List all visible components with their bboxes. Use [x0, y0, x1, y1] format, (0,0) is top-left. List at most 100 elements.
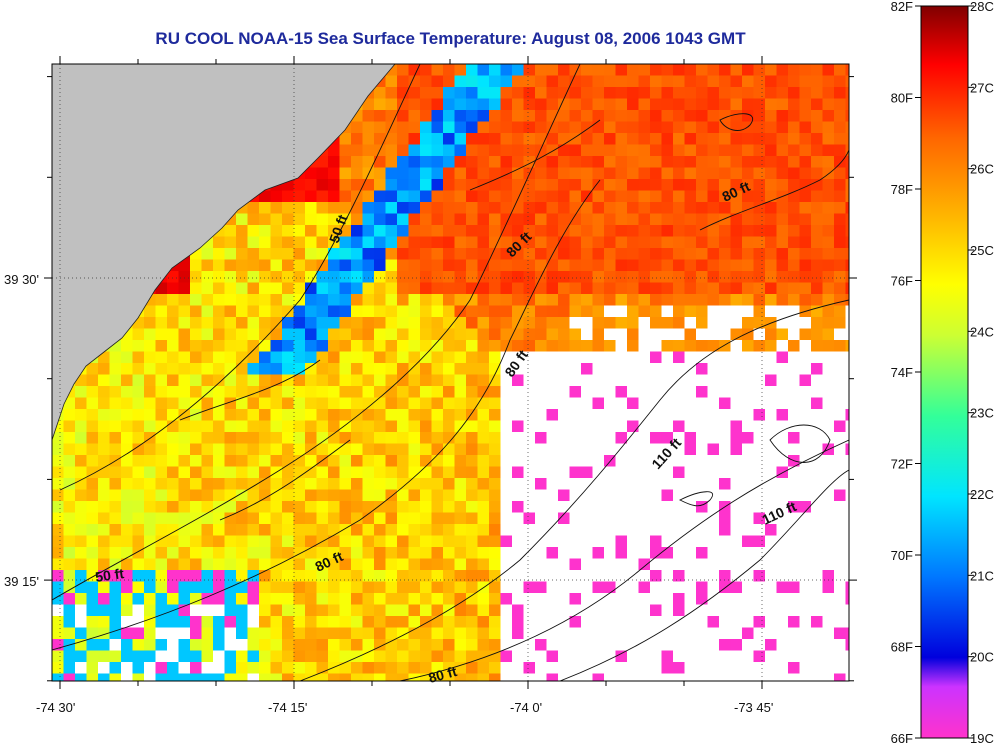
sst-pixel: [845, 420, 849, 433]
sst-pixel: [167, 294, 180, 307]
sst-pixel: [811, 466, 824, 479]
sst-pixel: [799, 328, 812, 341]
sst-pixel: [397, 271, 410, 284]
sst-pixel: [845, 501, 849, 514]
sst-pixel: [339, 259, 352, 272]
sst-pixel: [489, 340, 502, 353]
sst-pixel: [822, 512, 835, 525]
sst-pixel: [765, 432, 778, 445]
sst-pixel: [799, 294, 812, 307]
sst-pixel: [627, 535, 640, 548]
sst-pixel: [270, 363, 283, 376]
sst-pixel: [489, 328, 502, 341]
sst-pixel: [385, 225, 398, 238]
sst-pixel: [765, 259, 778, 272]
sst-pixel: [454, 75, 467, 88]
sst-pixel: [259, 650, 272, 663]
sst-pixel: [213, 305, 226, 318]
sst-pixel: [408, 397, 421, 410]
sst-pixel: [293, 409, 306, 422]
sst-pixel: [270, 397, 283, 410]
sst-pixel: [730, 616, 743, 629]
sst-pixel: [765, 225, 778, 238]
sst-pixel: [592, 121, 605, 134]
sst-pixel: [408, 363, 421, 376]
sst-pixel: [523, 282, 536, 295]
sst-pixel: [121, 662, 134, 675]
sst-pixel: [845, 179, 849, 192]
sst-pixel: [558, 190, 571, 203]
sst-pixel: [443, 144, 456, 157]
sst-pixel: [765, 110, 778, 123]
sst-pixel: [581, 156, 594, 169]
sst-pixel: [523, 570, 536, 583]
sst-pixel: [316, 374, 329, 387]
sst-pixel: [546, 351, 559, 364]
sst-pixel: [811, 581, 824, 594]
sst-pixel: [63, 593, 76, 606]
sst-pixel: [627, 167, 640, 180]
y-tick-label: 39 15': [4, 574, 39, 589]
sst-pixel: [144, 328, 157, 341]
sst-pixel: [696, 547, 709, 560]
sst-pixel: [799, 213, 812, 226]
sst-pixel: [719, 236, 732, 249]
sst-pixel: [420, 593, 433, 606]
sst-pixel: [443, 662, 456, 675]
sst-pixel: [500, 489, 513, 502]
sst-pixel: [753, 604, 766, 617]
sst-pixel: [845, 374, 849, 387]
sst-pixel: [213, 363, 226, 376]
sst-pixel: [788, 616, 801, 629]
sst-pixel: [431, 616, 444, 629]
sst-pixel: [247, 535, 260, 548]
sst-pixel: [454, 64, 467, 77]
sst-pixel: [98, 662, 111, 675]
sst-pixel: [98, 604, 111, 617]
sst-pixel: [385, 363, 398, 376]
sst-pixel: [420, 167, 433, 180]
sst-pixel: [569, 202, 582, 215]
sst-pixel: [236, 455, 249, 468]
sst-pixel: [397, 282, 410, 295]
sst-pixel: [765, 558, 778, 571]
sst-pixel: [86, 466, 99, 479]
sst-pixel: [673, 144, 686, 157]
sst-pixel: [466, 673, 479, 681]
sst-pixel: [673, 363, 686, 376]
sst-pixel: [132, 409, 145, 422]
sst-pixel: [316, 501, 329, 514]
sst-pixel: [581, 259, 594, 272]
sst-pixel: [236, 213, 249, 226]
sst-pixel: [811, 673, 824, 681]
sst-pixel: [420, 512, 433, 525]
sst-pixel: [190, 489, 203, 502]
sst-pixel: [201, 512, 214, 525]
sst-pixel: [730, 317, 743, 330]
sst-pixel: [477, 604, 490, 617]
sst-pixel: [581, 673, 594, 681]
sst-pixel: [569, 363, 582, 376]
sst-pixel: [52, 466, 65, 479]
sst-pixel: [397, 420, 410, 433]
sst-pixel: [535, 374, 548, 387]
sst-pixel: [730, 351, 743, 364]
sst-pixel: [558, 593, 571, 606]
sst-pixel: [776, 294, 789, 307]
sst-pixel: [696, 639, 709, 652]
sst-pixel: [546, 236, 559, 249]
sst-pixel: [98, 501, 111, 514]
sst-pixel: [420, 144, 433, 157]
sst-pixel: [512, 524, 525, 537]
sst-pixel: [316, 512, 329, 525]
sst-pixel: [788, 144, 801, 157]
sst-pixel: [776, 662, 789, 675]
sst-pixel: [811, 305, 824, 318]
sst-pixel: [673, 305, 686, 318]
sst-pixel: [753, 271, 766, 284]
sst-pixel: [109, 512, 122, 525]
sst-pixel: [385, 156, 398, 169]
sst-pixel: [788, 317, 801, 330]
sst-pixel: [788, 225, 801, 238]
sst-pixel: [236, 616, 249, 629]
